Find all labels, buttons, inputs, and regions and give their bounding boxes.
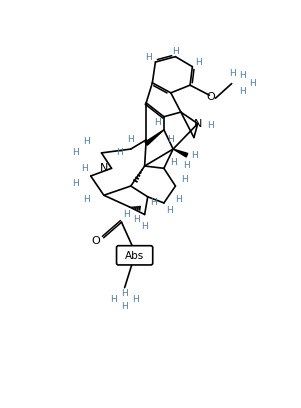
Text: O: O: [92, 236, 101, 246]
Text: O: O: [120, 251, 129, 261]
Text: H: H: [184, 162, 190, 171]
Text: H: H: [141, 222, 148, 231]
Polygon shape: [173, 149, 188, 157]
Text: H: H: [134, 215, 140, 224]
Text: H: H: [123, 210, 130, 219]
Text: H: H: [154, 118, 161, 127]
Text: H: H: [229, 69, 236, 78]
Text: H: H: [207, 121, 213, 130]
Text: H: H: [170, 158, 176, 167]
Text: H: H: [121, 289, 128, 298]
Text: H: H: [239, 87, 246, 96]
Text: H: H: [72, 179, 79, 188]
Text: H: H: [191, 151, 198, 160]
Text: N: N: [100, 163, 108, 173]
Text: H: H: [116, 149, 123, 157]
Text: H: H: [127, 135, 134, 144]
Text: H: H: [83, 137, 89, 146]
Text: O: O: [206, 92, 215, 102]
Text: H: H: [145, 53, 152, 62]
Text: H: H: [81, 164, 88, 173]
Text: H: H: [167, 135, 174, 144]
Text: H: H: [181, 175, 188, 184]
Text: H: H: [83, 195, 89, 204]
Text: H: H: [110, 295, 117, 304]
Text: N: N: [194, 119, 202, 129]
Text: H: H: [166, 206, 173, 215]
Text: Abs: Abs: [125, 251, 144, 261]
Text: H: H: [195, 58, 202, 67]
Text: H: H: [132, 295, 139, 304]
Text: H: H: [249, 79, 256, 88]
Text: H: H: [175, 195, 182, 204]
Text: H: H: [72, 149, 79, 157]
Text: H: H: [239, 71, 246, 80]
Polygon shape: [145, 130, 164, 145]
FancyBboxPatch shape: [116, 246, 153, 265]
Text: H: H: [150, 198, 157, 207]
Text: H: H: [172, 47, 179, 56]
Text: H: H: [121, 302, 128, 311]
